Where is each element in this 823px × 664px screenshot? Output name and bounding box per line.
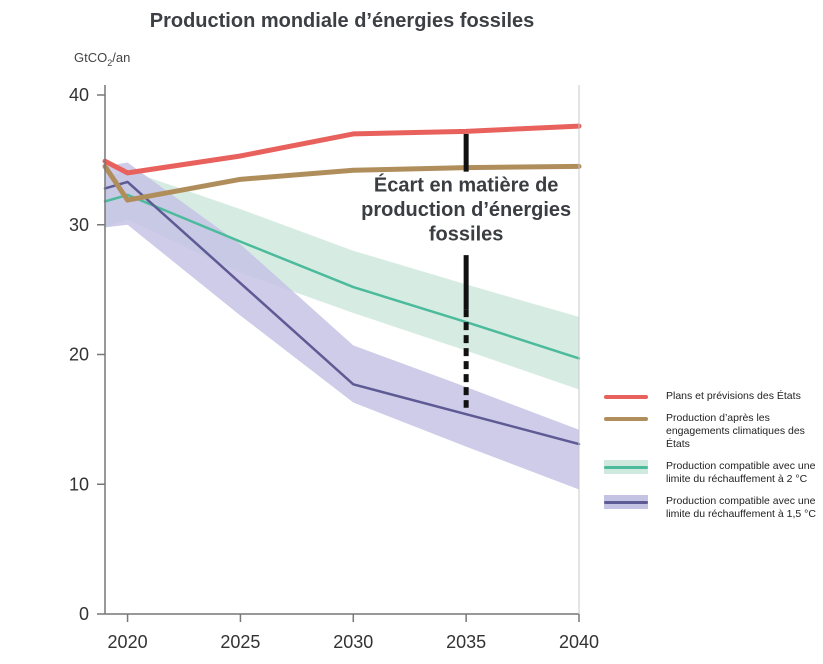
x-tick-label: 2020 — [108, 632, 148, 652]
legend-line — [604, 501, 648, 504]
gap-annotation-line: production d’énergies — [361, 199, 571, 221]
legend-swatch — [604, 460, 648, 474]
y-tick-label: 40 — [69, 85, 89, 105]
legend-item: Production compatible avec une limite du… — [604, 495, 816, 521]
x-tick-label: 2025 — [220, 632, 260, 652]
legend-label: Production compatible avec une limite du… — [666, 495, 816, 520]
gap-annotation-line: Écart en matière de — [374, 174, 559, 197]
legend-line — [604, 395, 648, 399]
y-unit-subscript: 2 — [107, 58, 112, 68]
y-tick-label: 0 — [79, 604, 89, 624]
legend-item: Production d’après les engagements clima… — [604, 412, 816, 451]
legend-swatch — [604, 390, 648, 404]
legend-item: Production compatible avec une limite du… — [604, 460, 816, 486]
chart-title: Production mondiale d’énergies fossiles — [149, 10, 535, 32]
line-series-4 — [103, 180, 581, 446]
y-tick-label: 30 — [69, 215, 89, 235]
band-series-3 — [105, 170, 579, 390]
x-tick-label: 2035 — [446, 632, 486, 652]
y-unit-prefix: GtCO — [74, 50, 107, 65]
x-tick-label: 2040 — [559, 632, 599, 652]
y-unit-suffix: /an — [112, 50, 130, 65]
series-lines — [102, 123, 582, 446]
legend-label: Plans et prévisions des États — [666, 390, 801, 402]
legend-item: Plans et prévisions des États — [604, 390, 816, 403]
legend-swatch — [604, 412, 648, 426]
chart-legend: Plans et prévisions des États Production … — [604, 390, 816, 530]
y-tick-label: 20 — [69, 345, 89, 365]
line-series-2 — [102, 163, 582, 203]
legend-swatch — [604, 495, 648, 509]
line-series-1 — [102, 123, 582, 176]
gap-annotation-line: fossiles — [429, 224, 503, 246]
legend-line — [604, 417, 648, 421]
legend-line — [604, 466, 648, 469]
legend-label: Production compatible avec une limite du… — [666, 460, 816, 485]
y-tick-label: 10 — [69, 474, 89, 494]
band-series-4 — [105, 162, 579, 490]
confidence-bands — [105, 162, 579, 490]
y-axis-unit-label: GtCO2/an — [74, 50, 130, 68]
x-tick-label: 2030 — [333, 632, 373, 652]
legend-label: Production d’après les engagements clima… — [666, 412, 805, 450]
